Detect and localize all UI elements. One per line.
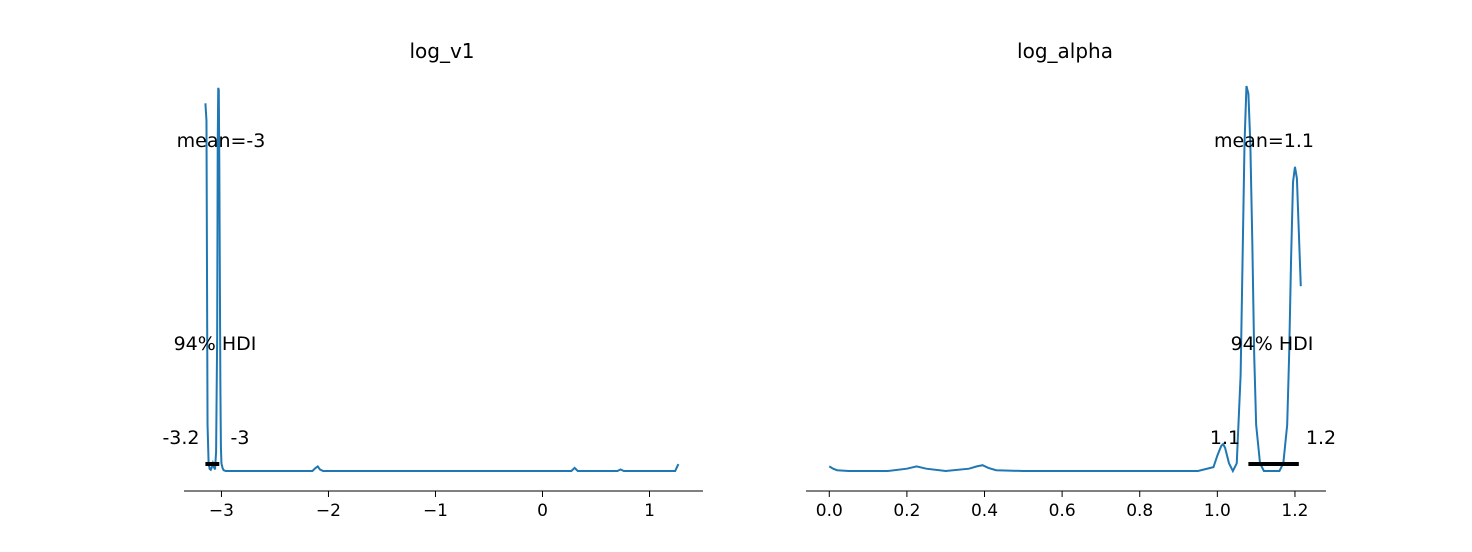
x-tick-label: −3	[209, 501, 234, 521]
x-tick-label: 0.8	[1126, 501, 1153, 521]
x-ticks: −3 −2 −1 0 1	[209, 491, 655, 521]
panel-log-alpha: log_alpha 0.0 0.2 0.4 0.6 0.8 1.0 1.2 mean=1.1…	[806, 39, 1336, 521]
x-tick-label: 0.6	[1049, 501, 1076, 521]
x-tick-label: 1.0	[1204, 501, 1231, 521]
x-tick-label: −1	[423, 501, 448, 521]
x-tick-label: 0.2	[893, 501, 920, 521]
hdi-annotation: 94% HDI	[1231, 333, 1314, 355]
hdi-low-label: 1.1	[1210, 427, 1240, 449]
x-tick-label: 0.4	[971, 501, 998, 521]
mean-annotation: mean=1.1	[1214, 130, 1314, 152]
x-tick-label: 0.0	[816, 501, 843, 521]
hdi-high-label: -3	[231, 427, 250, 449]
x-ticks: 0.0 0.2 0.4 0.6 0.8 1.0 1.2	[816, 491, 1308, 521]
kde-line	[204, 87, 680, 472]
hdi-high-label: 1.2	[1306, 427, 1336, 449]
kde-line	[828, 85, 1302, 474]
panel-log-v1: log_v1 −3 −2 −1 0 1 mean=-3 94% HDI -3.2 -3	[162, 39, 703, 521]
panel-title-log-alpha: log_alpha	[1017, 39, 1113, 63]
x-tick-label: 1	[644, 501, 655, 521]
hdi-low-label: -3.2	[162, 427, 199, 449]
mean-annotation: mean=-3	[177, 130, 266, 152]
x-tick-label: 0	[537, 501, 548, 521]
x-tick-label: −2	[316, 501, 341, 521]
panel-title-log-v1: log_v1	[409, 39, 474, 63]
hdi-annotation: 94% HDI	[174, 333, 257, 355]
x-tick-label: 1.2	[1281, 501, 1308, 521]
